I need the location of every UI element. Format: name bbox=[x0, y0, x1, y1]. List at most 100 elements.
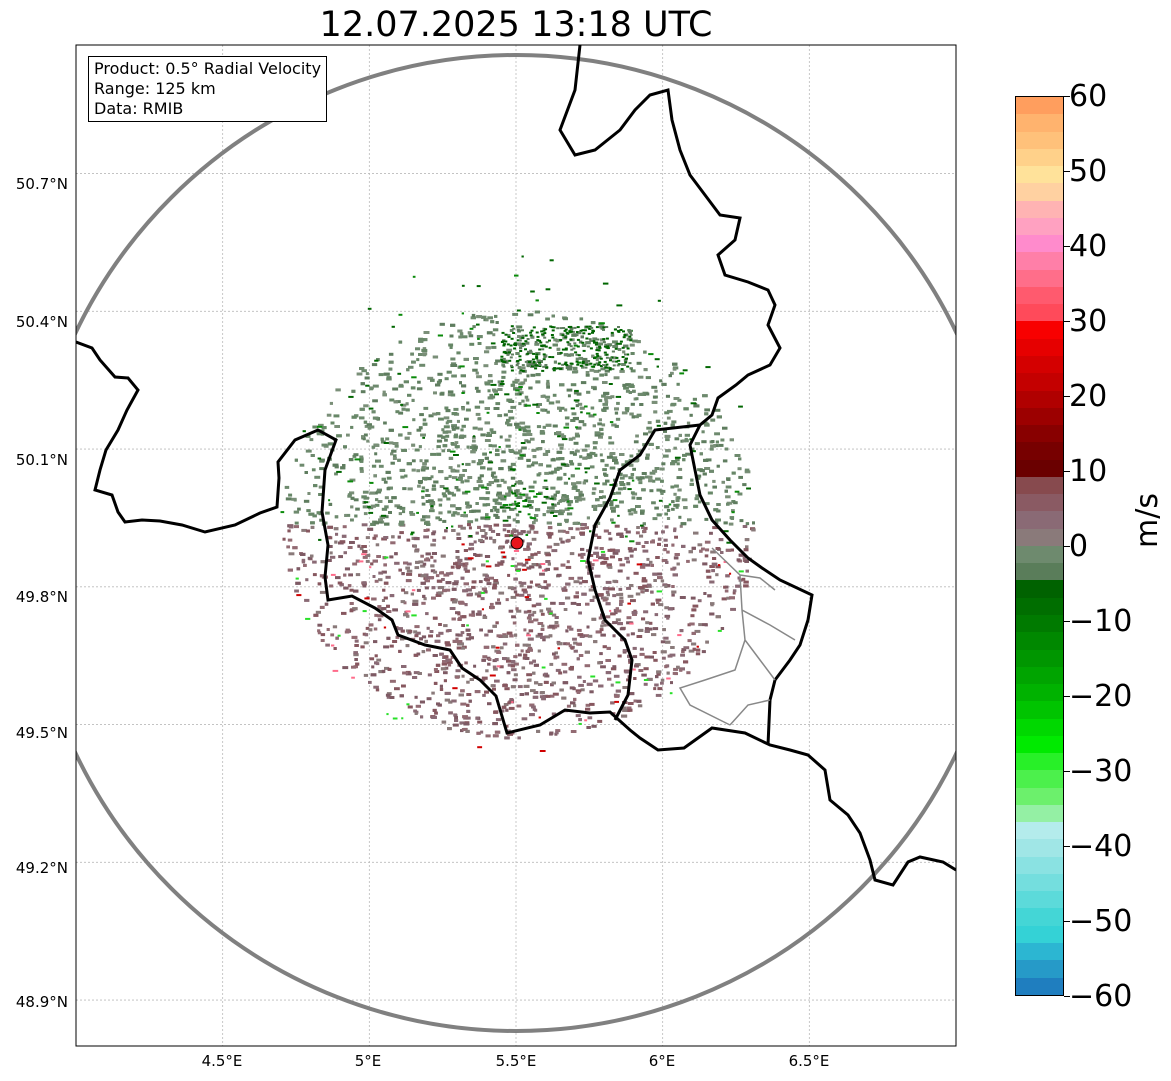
colorbar-tick-mark bbox=[1064, 396, 1070, 397]
velocity-pixel bbox=[383, 596, 388, 600]
velocity-speck bbox=[502, 556, 506, 558]
velocity-pixel bbox=[528, 485, 535, 489]
velocity-pixel bbox=[521, 581, 527, 585]
velocity-pixel bbox=[372, 384, 379, 388]
velocity-pixel bbox=[383, 645, 390, 649]
velocity-speck bbox=[581, 360, 585, 363]
velocity-pixel bbox=[508, 706, 515, 710]
velocity-pixel bbox=[597, 504, 603, 508]
velocity-pixel bbox=[495, 448, 500, 452]
velocity-pixel bbox=[636, 699, 642, 703]
velocity-speck bbox=[524, 404, 531, 407]
velocity-speck bbox=[536, 412, 540, 414]
velocity-pixel bbox=[609, 548, 616, 552]
velocity-pixel bbox=[408, 365, 414, 369]
y-tick-label: 50.1°N bbox=[15, 451, 68, 469]
velocity-speck bbox=[374, 359, 379, 362]
velocity-pixel bbox=[647, 475, 653, 479]
velocity-pixel bbox=[462, 589, 468, 593]
velocity-pixel bbox=[558, 443, 564, 447]
velocity-pixel bbox=[406, 562, 412, 566]
velocity-pixel bbox=[336, 434, 342, 438]
velocity-speck bbox=[577, 361, 582, 364]
velocity-pixel bbox=[539, 609, 544, 613]
velocity-speck bbox=[515, 364, 519, 366]
velocity-pixel bbox=[541, 624, 545, 628]
colorbar-tick-mark bbox=[1064, 321, 1070, 322]
velocity-pixel bbox=[492, 734, 499, 738]
velocity-pixel bbox=[411, 398, 415, 402]
velocity-pixel bbox=[452, 582, 459, 586]
velocity-pixel bbox=[600, 561, 606, 565]
velocity-pixel bbox=[362, 505, 369, 509]
colorbar-swatch bbox=[1016, 891, 1063, 909]
velocity-pixel bbox=[592, 377, 599, 381]
velocity-speck bbox=[619, 329, 623, 331]
velocity-pixel bbox=[390, 461, 395, 465]
velocity-pixel bbox=[626, 621, 632, 625]
velocity-pixel bbox=[664, 665, 668, 669]
velocity-pixel bbox=[612, 634, 616, 638]
velocity-speck bbox=[502, 343, 506, 346]
velocity-pixel bbox=[510, 532, 514, 536]
velocity-pixel bbox=[726, 596, 731, 600]
velocity-pixel bbox=[419, 637, 423, 641]
velocity-pixel bbox=[457, 633, 463, 637]
velocity-pixel bbox=[639, 534, 644, 538]
velocity-pixel bbox=[730, 607, 736, 611]
velocity-pixel bbox=[444, 588, 451, 592]
velocity-speck bbox=[559, 367, 563, 370]
velocity-pixel bbox=[523, 378, 527, 382]
velocity-pixel bbox=[546, 385, 550, 389]
velocity-pixel bbox=[660, 479, 664, 483]
velocity-pixel bbox=[582, 456, 588, 460]
velocity-pixel bbox=[683, 407, 689, 411]
velocity-pixel bbox=[465, 501, 470, 505]
velocity-pixel bbox=[693, 504, 699, 508]
velocity-pixel bbox=[360, 645, 365, 649]
velocity-pixel bbox=[629, 454, 634, 458]
velocity-pixel bbox=[461, 624, 465, 627]
velocity-speck bbox=[658, 499, 663, 502]
velocity-pixel bbox=[572, 366, 578, 370]
velocity-pixel bbox=[528, 620, 534, 624]
velocity-pixel bbox=[631, 496, 636, 500]
velocity-pixel bbox=[476, 335, 483, 339]
velocity-pixel bbox=[569, 451, 575, 455]
velocity-pixel bbox=[615, 607, 619, 611]
velocity-pixel bbox=[375, 459, 381, 463]
velocity-pixel bbox=[418, 560, 424, 564]
velocity-speck bbox=[411, 376, 417, 379]
velocity-pixel bbox=[384, 496, 389, 500]
velocity-pixel bbox=[364, 376, 370, 380]
velocity-pixel bbox=[473, 553, 477, 556]
velocity-pixel bbox=[310, 521, 315, 525]
velocity-speck bbox=[679, 372, 685, 375]
velocity-speck bbox=[593, 413, 597, 416]
velocity-pixel bbox=[577, 402, 583, 406]
velocity-pixel bbox=[570, 646, 574, 650]
velocity-pixel bbox=[348, 458, 354, 462]
velocity-pixel bbox=[614, 611, 618, 615]
velocity-pixel bbox=[605, 659, 611, 662]
velocity-pixel bbox=[523, 628, 527, 632]
velocity-pixel bbox=[530, 373, 536, 377]
velocity-pixel bbox=[398, 649, 402, 653]
velocity-speck bbox=[477, 337, 480, 340]
velocity-pixel bbox=[493, 523, 500, 527]
velocity-pixel bbox=[307, 492, 311, 495]
velocity-pixel bbox=[459, 434, 464, 438]
velocity-pixel bbox=[703, 458, 709, 462]
velocity-pixel bbox=[479, 553, 483, 557]
velocity-speck bbox=[544, 328, 548, 331]
velocity-pixel bbox=[438, 417, 444, 421]
velocity-pixel bbox=[365, 536, 370, 540]
velocity-pixel bbox=[399, 520, 405, 524]
velocity-speck bbox=[589, 362, 593, 365]
velocity-pixel bbox=[363, 420, 368, 424]
velocity-pixel bbox=[621, 463, 628, 467]
velocity-pixel bbox=[569, 627, 574, 631]
velocity-pixel bbox=[559, 383, 565, 387]
velocity-pixel bbox=[550, 486, 556, 490]
